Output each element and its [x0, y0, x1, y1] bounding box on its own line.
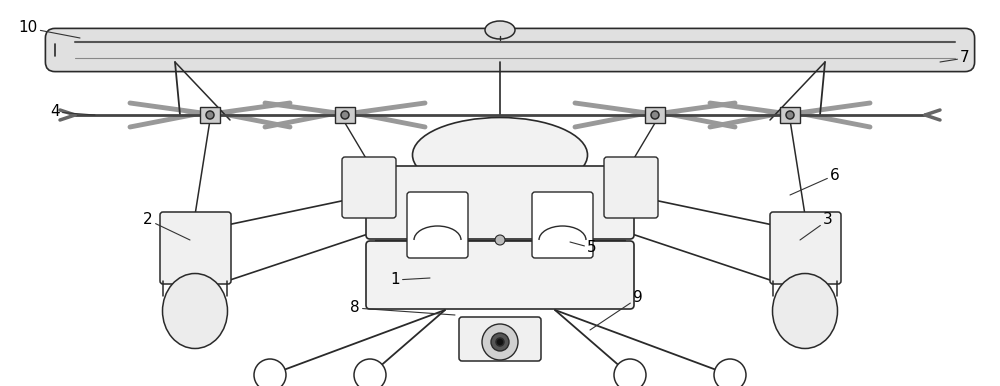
Circle shape: [495, 235, 505, 245]
FancyBboxPatch shape: [532, 192, 593, 258]
Text: 6: 6: [790, 168, 840, 195]
FancyBboxPatch shape: [342, 157, 396, 218]
Circle shape: [254, 359, 286, 386]
Text: 9: 9: [590, 291, 643, 330]
FancyBboxPatch shape: [160, 212, 231, 284]
Bar: [780, 107, 800, 123]
Circle shape: [206, 111, 214, 119]
Text: 5: 5: [570, 240, 597, 256]
FancyBboxPatch shape: [366, 241, 634, 309]
FancyBboxPatch shape: [407, 192, 468, 258]
Text: 3: 3: [800, 213, 833, 240]
Ellipse shape: [772, 274, 838, 349]
Ellipse shape: [413, 117, 588, 193]
Text: 2: 2: [143, 213, 190, 240]
Circle shape: [354, 359, 386, 386]
Circle shape: [496, 338, 504, 346]
Circle shape: [550, 235, 560, 245]
Text: 4: 4: [50, 105, 95, 120]
FancyBboxPatch shape: [770, 212, 841, 284]
Bar: [645, 107, 665, 123]
Circle shape: [482, 324, 518, 360]
FancyBboxPatch shape: [45, 29, 975, 71]
Circle shape: [435, 235, 445, 245]
Ellipse shape: [162, 274, 228, 349]
Text: 1: 1: [390, 273, 430, 288]
Text: 10: 10: [18, 20, 80, 38]
Circle shape: [614, 359, 646, 386]
Circle shape: [341, 111, 349, 119]
Circle shape: [786, 111, 794, 119]
Text: 7: 7: [940, 51, 970, 66]
Circle shape: [651, 111, 659, 119]
Circle shape: [714, 359, 746, 386]
Text: 8: 8: [350, 300, 455, 315]
Bar: [200, 107, 220, 123]
Ellipse shape: [485, 21, 515, 39]
FancyBboxPatch shape: [604, 157, 658, 218]
Circle shape: [491, 333, 509, 351]
FancyBboxPatch shape: [459, 317, 541, 361]
FancyBboxPatch shape: [366, 166, 634, 239]
Bar: [335, 107, 355, 123]
